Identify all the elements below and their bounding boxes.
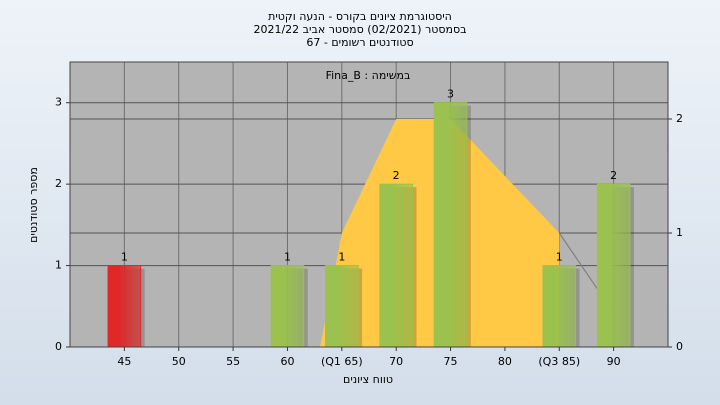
bar [542, 265, 577, 348]
x-tick-label: 55 [226, 355, 240, 368]
data-label: 1 [284, 251, 291, 264]
subtitle: במשימה : Fina_B [326, 69, 411, 82]
data-label: 1 [556, 251, 563, 264]
y-tick-label: 0 [55, 340, 62, 353]
bar [433, 102, 468, 348]
x-tick-label: 75 [444, 355, 458, 368]
x-tick-label: 60 [280, 355, 294, 368]
y2-tick-label: 0 [676, 340, 683, 353]
bar [325, 265, 359, 348]
data-label: 2 [393, 169, 400, 182]
data-label: 1 [338, 251, 345, 264]
x-axis-label: טווח ציונים [343, 373, 393, 386]
chart-title: היסטוגרמת ציונים בקורס - הנעה וקטית [268, 10, 452, 23]
chart-title: בסמסטר (02/2021) סמסטר אביב 2021/22 [253, 23, 466, 36]
x-tick-label: 45 [117, 355, 131, 368]
chart-title: סטודנטים רשומים - 67 [306, 36, 413, 49]
x-tick-label: (Q1 65) [321, 355, 363, 368]
y-tick-label: 2 [55, 177, 62, 190]
data-label: 3 [447, 88, 454, 101]
bar [596, 183, 631, 348]
bar [270, 265, 305, 348]
bar [379, 183, 413, 348]
bar [107, 265, 142, 348]
data-label: 1 [121, 251, 128, 264]
labels: 45 50 55 60 (Q1 65) 70 75 80 (Q3 85) 90 0 1 2 3 0 1 2 1 1 1… [55, 61, 683, 368]
y-tick-label: 1 [55, 259, 62, 272]
x-tick-label: 70 [389, 355, 403, 368]
x-tick-label: (Q3 85) [538, 355, 580, 368]
y-axis-label: מספר סטודנטים [27, 167, 40, 243]
y2-tick-label: 1 [676, 226, 683, 239]
x-tick-label: 90 [607, 355, 621, 368]
data-label: 2 [610, 169, 617, 182]
x-tick-label: 80 [498, 355, 512, 368]
marks [107, 102, 634, 348]
y2-tick-label: 2 [676, 112, 683, 125]
y-tick-label: 3 [55, 96, 62, 109]
x-tick-label: 50 [172, 355, 186, 368]
plot-border [69, 61, 669, 348]
